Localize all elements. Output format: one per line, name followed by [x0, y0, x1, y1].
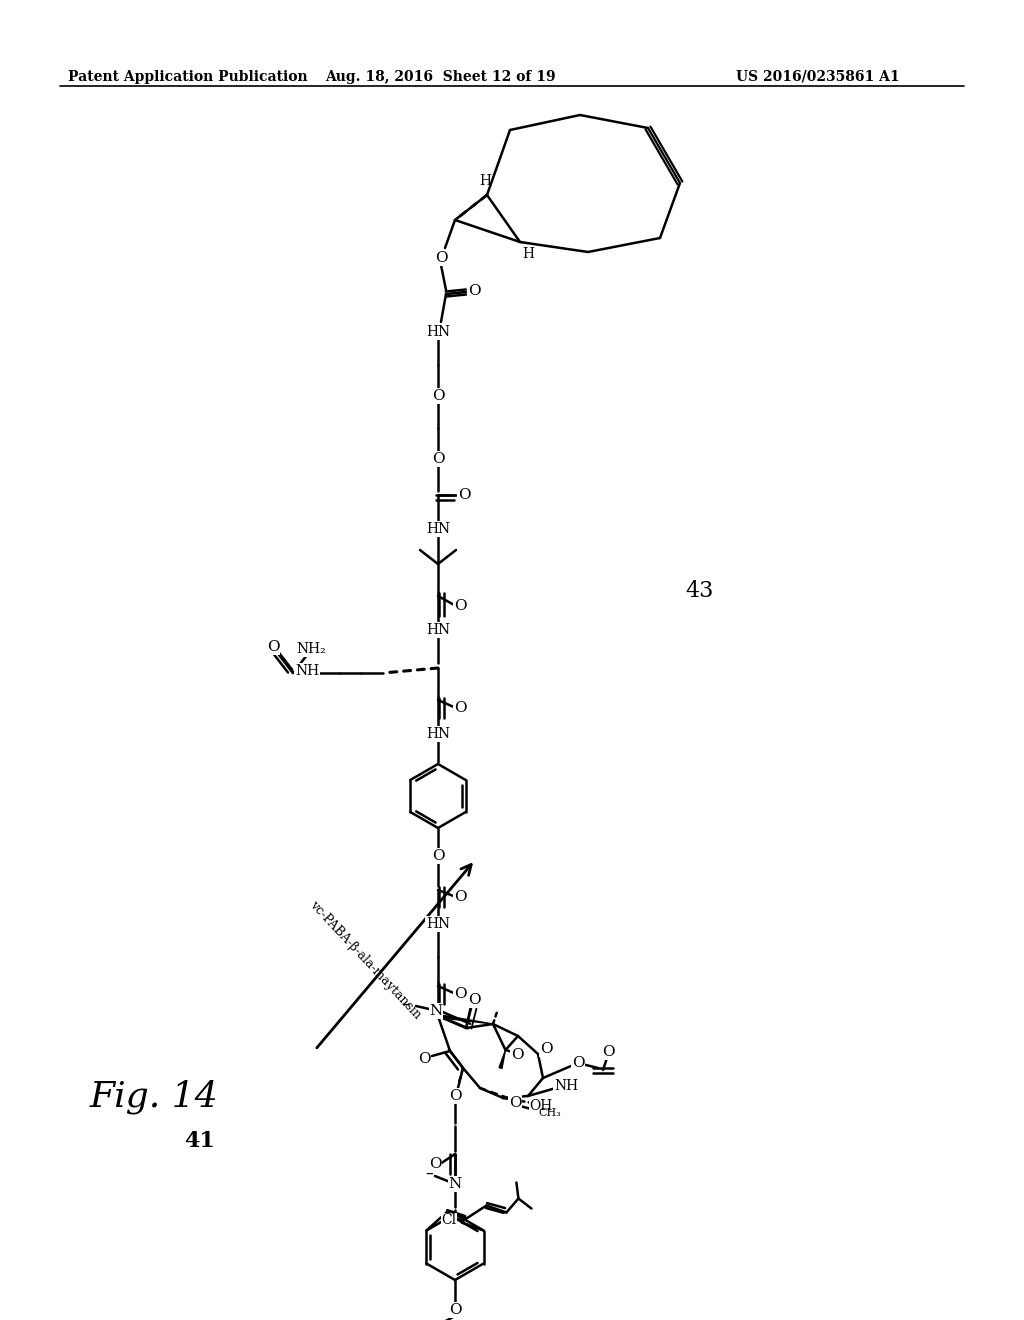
Text: O: O	[571, 1056, 585, 1071]
Text: OH: OH	[529, 1100, 553, 1113]
Text: CH₃: CH₃	[538, 1107, 561, 1118]
Text: O: O	[454, 987, 466, 1001]
Text: N: N	[449, 1177, 462, 1191]
Text: NH: NH	[295, 664, 319, 678]
Text: O: O	[432, 849, 444, 863]
Polygon shape	[438, 1015, 493, 1024]
Text: O: O	[418, 1052, 430, 1067]
Text: O: O	[509, 1096, 521, 1110]
Text: O: O	[449, 1303, 462, 1317]
Text: O: O	[540, 1041, 552, 1056]
Text: O: O	[432, 389, 444, 403]
Text: HN: HN	[426, 521, 451, 536]
Text: O: O	[458, 488, 470, 502]
Text: 41: 41	[184, 1130, 215, 1152]
Text: O: O	[511, 1048, 524, 1063]
Text: O: O	[449, 1089, 462, 1104]
Text: O: O	[434, 251, 447, 265]
Text: HN: HN	[426, 917, 451, 931]
Text: O: O	[602, 1045, 614, 1059]
Text: –: –	[401, 995, 410, 1012]
Text: O: O	[468, 993, 480, 1007]
Text: NH: NH	[554, 1078, 579, 1093]
Polygon shape	[499, 1049, 506, 1068]
Text: NH₂: NH₂	[296, 642, 326, 656]
Text: O: O	[454, 701, 466, 715]
Text: HN: HN	[426, 727, 451, 741]
Text: HN: HN	[426, 325, 451, 339]
Text: O: O	[266, 640, 280, 653]
Text: Patent Application Publication: Patent Application Publication	[68, 70, 307, 84]
Text: US 2016/0235861 A1: US 2016/0235861 A1	[736, 70, 900, 84]
Text: vc-PABA-β-ala-maytansin: vc-PABA-β-ala-maytansin	[307, 899, 423, 1022]
Text: HN: HN	[426, 623, 451, 638]
Text: O: O	[454, 890, 466, 904]
Text: O: O	[454, 599, 466, 612]
Text: H: H	[522, 247, 534, 261]
Text: O: O	[468, 284, 480, 298]
Text: O: O	[429, 1158, 441, 1171]
Text: Aug. 18, 2016  Sheet 12 of 19: Aug. 18, 2016 Sheet 12 of 19	[325, 70, 555, 84]
Text: –: –	[425, 1166, 433, 1180]
Text: H: H	[479, 174, 490, 187]
Text: 43: 43	[685, 579, 714, 602]
Text: O: O	[432, 451, 444, 466]
Text: Cl: Cl	[441, 1213, 457, 1228]
Text: Fig. 14: Fig. 14	[90, 1080, 219, 1114]
Text: N: N	[429, 1005, 442, 1018]
